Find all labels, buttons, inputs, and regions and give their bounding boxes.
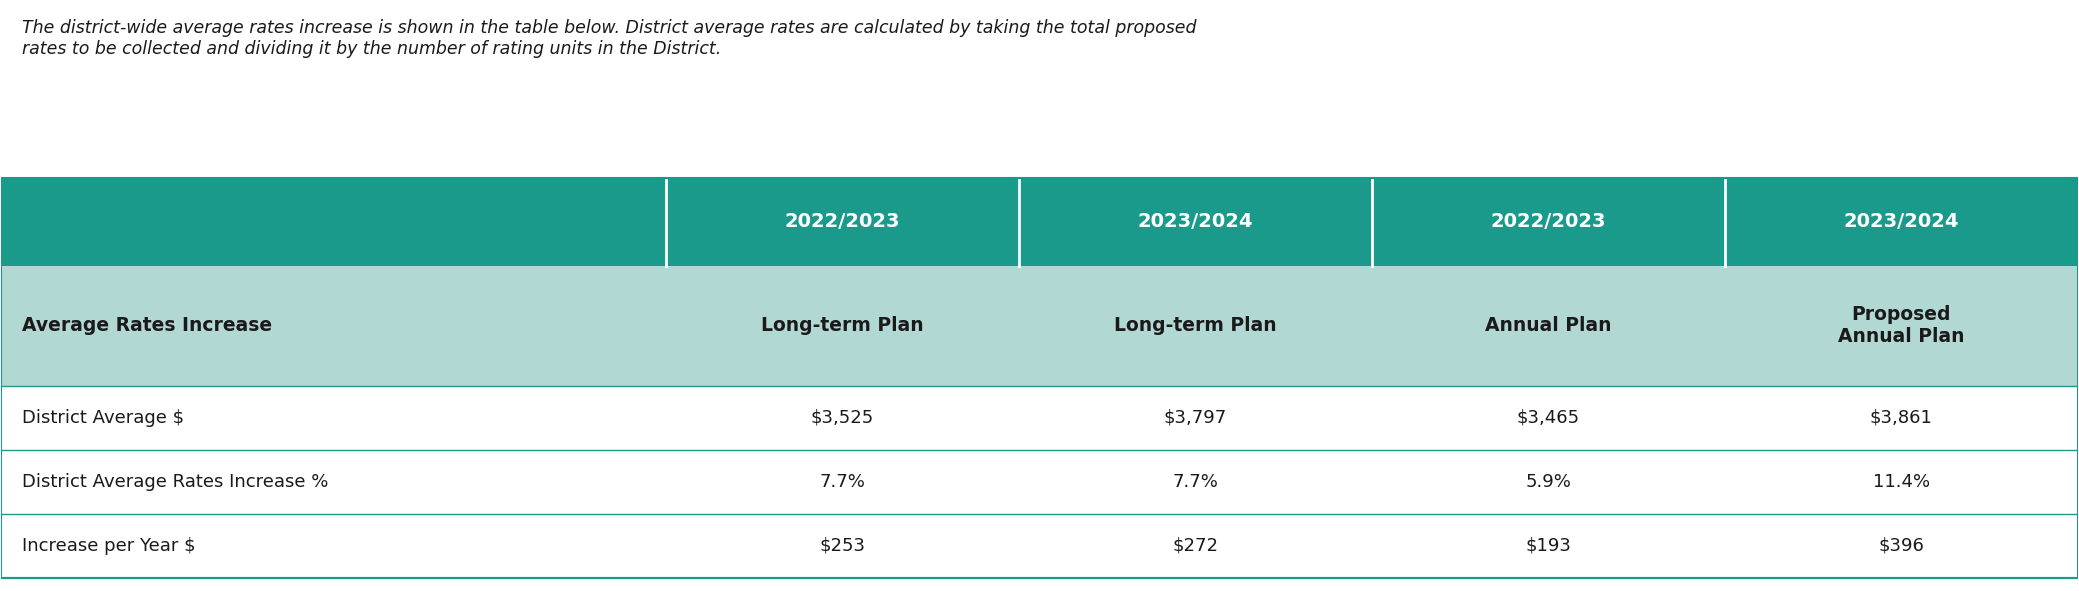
Text: $253: $253 xyxy=(819,537,865,555)
Text: Average Rates Increase: Average Rates Increase xyxy=(23,316,272,335)
Text: District Average $: District Average $ xyxy=(23,409,185,427)
Text: The district-wide average rates increase is shown in the table below. District a: The district-wide average rates increase… xyxy=(23,19,1198,58)
Text: 2023/2024: 2023/2024 xyxy=(1844,212,1958,231)
Text: Long-term Plan: Long-term Plan xyxy=(761,316,923,335)
Text: 2022/2023: 2022/2023 xyxy=(784,212,900,231)
Text: $396: $396 xyxy=(1877,537,1923,555)
Text: District Average Rates Increase %: District Average Rates Increase % xyxy=(23,473,328,491)
Text: 11.4%: 11.4% xyxy=(1873,473,1929,491)
Text: 7.7%: 7.7% xyxy=(1173,473,1218,491)
Text: Proposed
Annual Plan: Proposed Annual Plan xyxy=(1838,306,1965,346)
Text: Increase per Year $: Increase per Year $ xyxy=(23,537,195,555)
Text: 7.7%: 7.7% xyxy=(819,473,865,491)
Text: 5.9%: 5.9% xyxy=(1526,473,1572,491)
Text: $193: $193 xyxy=(1526,537,1572,555)
Text: 2022/2023: 2022/2023 xyxy=(1491,212,1605,231)
Text: $272: $272 xyxy=(1173,537,1218,555)
Text: Long-term Plan: Long-term Plan xyxy=(1114,316,1277,335)
Text: $3,861: $3,861 xyxy=(1869,409,1933,427)
Text: Annual Plan: Annual Plan xyxy=(1484,316,1611,335)
Text: $3,465: $3,465 xyxy=(1516,409,1580,427)
Text: $3,525: $3,525 xyxy=(811,409,873,427)
Text: $3,797: $3,797 xyxy=(1164,409,1227,427)
Text: 2023/2024: 2023/2024 xyxy=(1137,212,1254,231)
